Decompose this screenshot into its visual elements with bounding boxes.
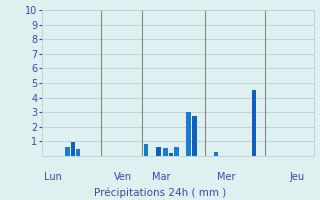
Bar xyxy=(156,147,161,156)
Bar xyxy=(213,152,218,156)
Text: Mer: Mer xyxy=(217,172,236,182)
Bar xyxy=(192,116,196,156)
Bar xyxy=(71,142,75,156)
Bar xyxy=(144,144,148,156)
Bar xyxy=(174,147,179,156)
Text: Précipitations 24h ( mm ): Précipitations 24h ( mm ) xyxy=(94,188,226,198)
Text: Jeu: Jeu xyxy=(290,172,305,182)
Bar xyxy=(186,112,191,156)
Bar xyxy=(169,153,173,156)
Bar xyxy=(163,148,168,156)
Text: Lun: Lun xyxy=(44,172,61,182)
Bar xyxy=(76,149,81,156)
Bar xyxy=(65,147,70,156)
Text: Ven: Ven xyxy=(114,172,132,182)
Bar xyxy=(252,90,256,156)
Text: Mar: Mar xyxy=(152,172,171,182)
